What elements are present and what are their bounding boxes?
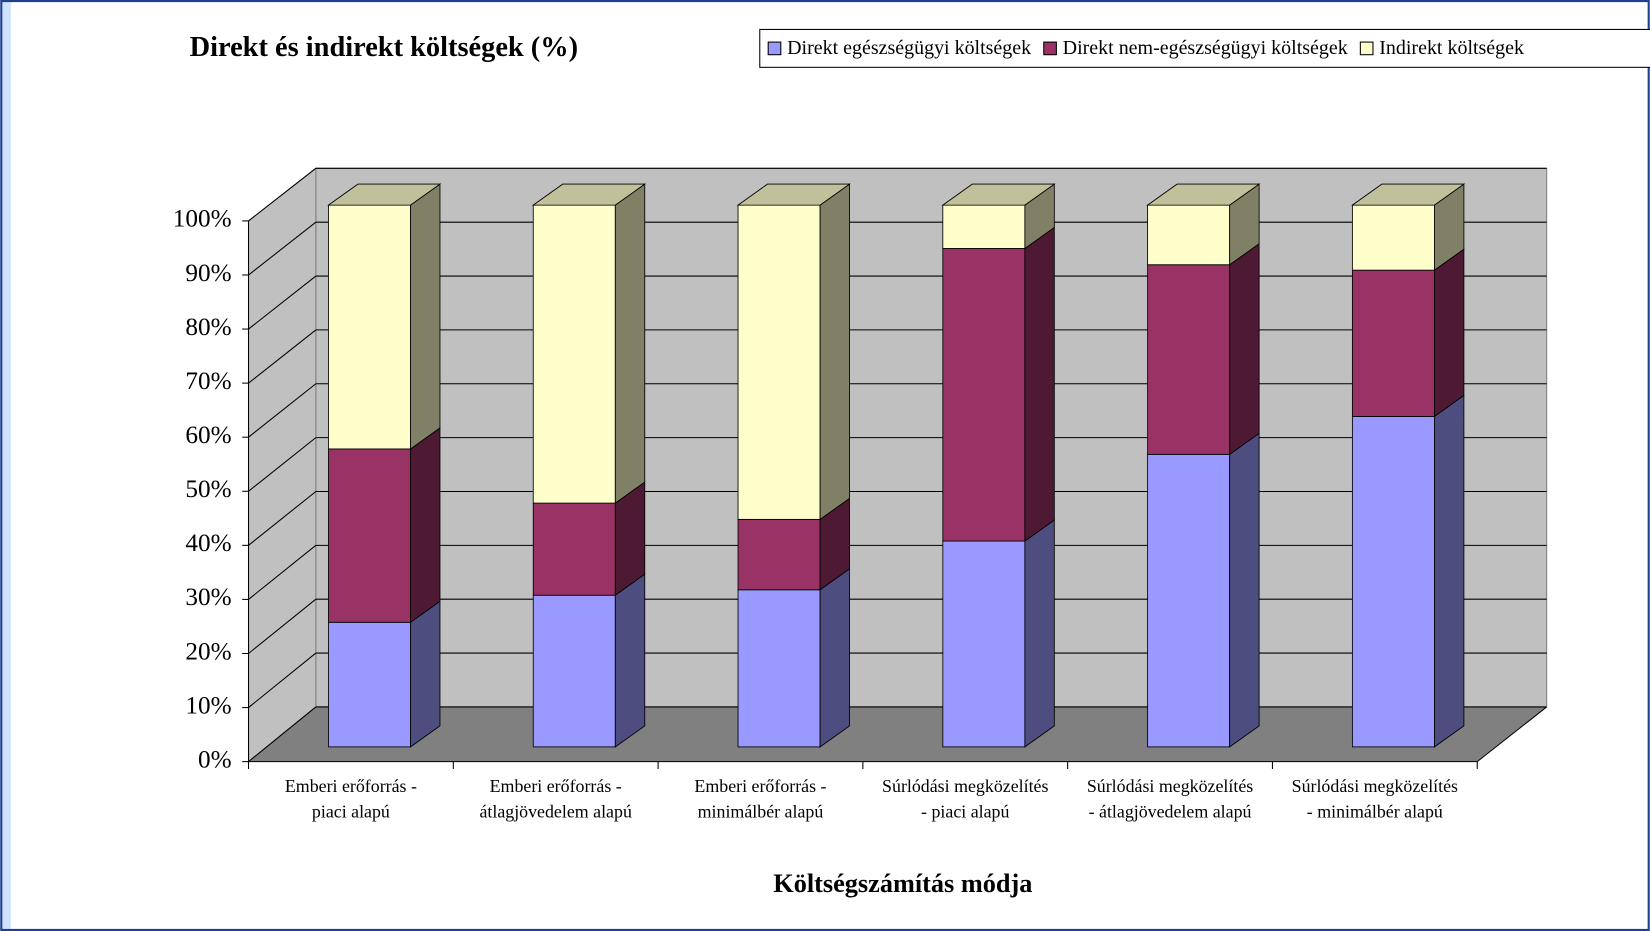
- legend: [759, 28, 1650, 68]
- y-tick-label: 30%: [185, 584, 231, 611]
- bar-segment: [1147, 204, 1231, 266]
- bar-side: [1229, 242, 1260, 456]
- bar-segment: [942, 248, 1026, 542]
- y-tick-label: 100%: [173, 206, 232, 233]
- bar-side: [410, 183, 441, 450]
- bar-top: [1146, 183, 1261, 206]
- grid-line: [248, 329, 317, 384]
- bar-segment: [328, 448, 411, 623]
- x-tick-label-box: Súrlódási megközelítés - minimálbér alap…: [1291, 776, 1459, 822]
- bar-segment: [532, 502, 616, 596]
- legend-label: Direkt egészségügyi költségek: [787, 37, 1031, 59]
- x-tick-label: Emberi erőforrás - piaci alapú: [284, 776, 417, 822]
- bar-segment: [1351, 269, 1435, 417]
- bar-segment: [1147, 264, 1231, 455]
- bar-side: [1434, 248, 1465, 418]
- legend-swatch: [1359, 41, 1374, 56]
- grid-line: [248, 221, 317, 276]
- grid-line: [248, 706, 317, 763]
- grid-line: [248, 491, 317, 546]
- grid-line: [248, 652, 317, 708]
- bar-segment: [737, 518, 821, 591]
- x-tick-label-box: Emberi erőforrás - piaci alapú: [284, 776, 417, 822]
- x-tick-label-box: Emberi erőforrás - átlagjövedelem alapú: [479, 776, 632, 822]
- x-tick-label-box: Súrlódási megközelítés - piaci alapú: [882, 776, 1049, 822]
- bar-side: [614, 183, 646, 504]
- bar-side: [614, 573, 646, 748]
- bar-segment: [532, 204, 616, 504]
- x-axis-title: Költségszámítás módja: [773, 869, 1032, 898]
- bar-side: [1024, 226, 1055, 542]
- bar-top: [531, 183, 647, 206]
- bar-top: [1351, 183, 1466, 206]
- bar-top: [327, 183, 442, 206]
- chart-title: Direkt és indirekt költségek (%): [190, 32, 579, 63]
- bar-segment: [942, 540, 1026, 748]
- bar-side: [410, 600, 441, 748]
- legend-swatch: [767, 41, 782, 56]
- bar-side: [1024, 519, 1055, 748]
- legend-label: Indirekt költségek: [1379, 37, 1524, 59]
- y-tick-label: 10%: [185, 692, 231, 719]
- grid-line: [248, 544, 317, 600]
- x-tick-label-box: Súrlódási megközelítés - átlagjövedelem …: [1086, 776, 1254, 822]
- x-tick-label: Súrlódási megközelítés - átlagjövedelem …: [1086, 776, 1254, 822]
- bar-side: [1229, 432, 1260, 748]
- bar-segment: [1147, 453, 1231, 748]
- y-tick-label: 80%: [185, 314, 231, 341]
- bar-side: [1434, 394, 1465, 748]
- bar-side: [410, 427, 441, 624]
- grid-line: [248, 598, 317, 654]
- bar-segment: [942, 204, 1026, 249]
- x-tick-label: Súrlódási megközelítés - minimálbér alap…: [1291, 776, 1459, 822]
- grid-line: [248, 437, 317, 492]
- bar-segment: [328, 204, 411, 450]
- x-tick-label-box: Emberi erőforrás - minimálbér alapú: [694, 776, 827, 822]
- left-band: [0, 0, 11, 931]
- floor-edge: [1476, 706, 1547, 763]
- grid-line: [248, 167, 317, 222]
- bar-segment: [328, 621, 411, 748]
- bar-side: [819, 183, 850, 521]
- y-tick-label: 70%: [185, 368, 231, 395]
- legend-swatch: [1043, 41, 1057, 56]
- bar-top: [941, 183, 1056, 206]
- y-tick-label: 90%: [185, 260, 231, 287]
- grid-line: [248, 383, 317, 438]
- bar-segment: [1351, 416, 1435, 748]
- bar-top: [736, 183, 851, 206]
- y-tick-label: 40%: [185, 530, 231, 557]
- x-tick-label: Emberi erőforrás - átlagjövedelem alapú: [479, 776, 632, 822]
- bar-side: [819, 567, 850, 748]
- bar-segment: [737, 204, 821, 520]
- y-tick-label: 0%: [198, 746, 232, 773]
- y-tick-label: 20%: [185, 638, 231, 665]
- x-tick-label: Emberi erőforrás - minimálbér alapú: [694, 776, 827, 822]
- grid-line: [248, 275, 317, 330]
- bar-segment: [1351, 204, 1435, 271]
- y-tick-label: 50%: [185, 476, 231, 503]
- y-tick-label: 60%: [185, 422, 231, 449]
- legend-label: Direkt nem-egészségügyi költségek: [1063, 37, 1348, 59]
- bar-segment: [737, 589, 821, 748]
- floor: [248, 706, 1547, 762]
- x-tick-label: Súrlódási megközelítés - piaci alapú: [882, 776, 1049, 822]
- bar-segment: [532, 594, 616, 748]
